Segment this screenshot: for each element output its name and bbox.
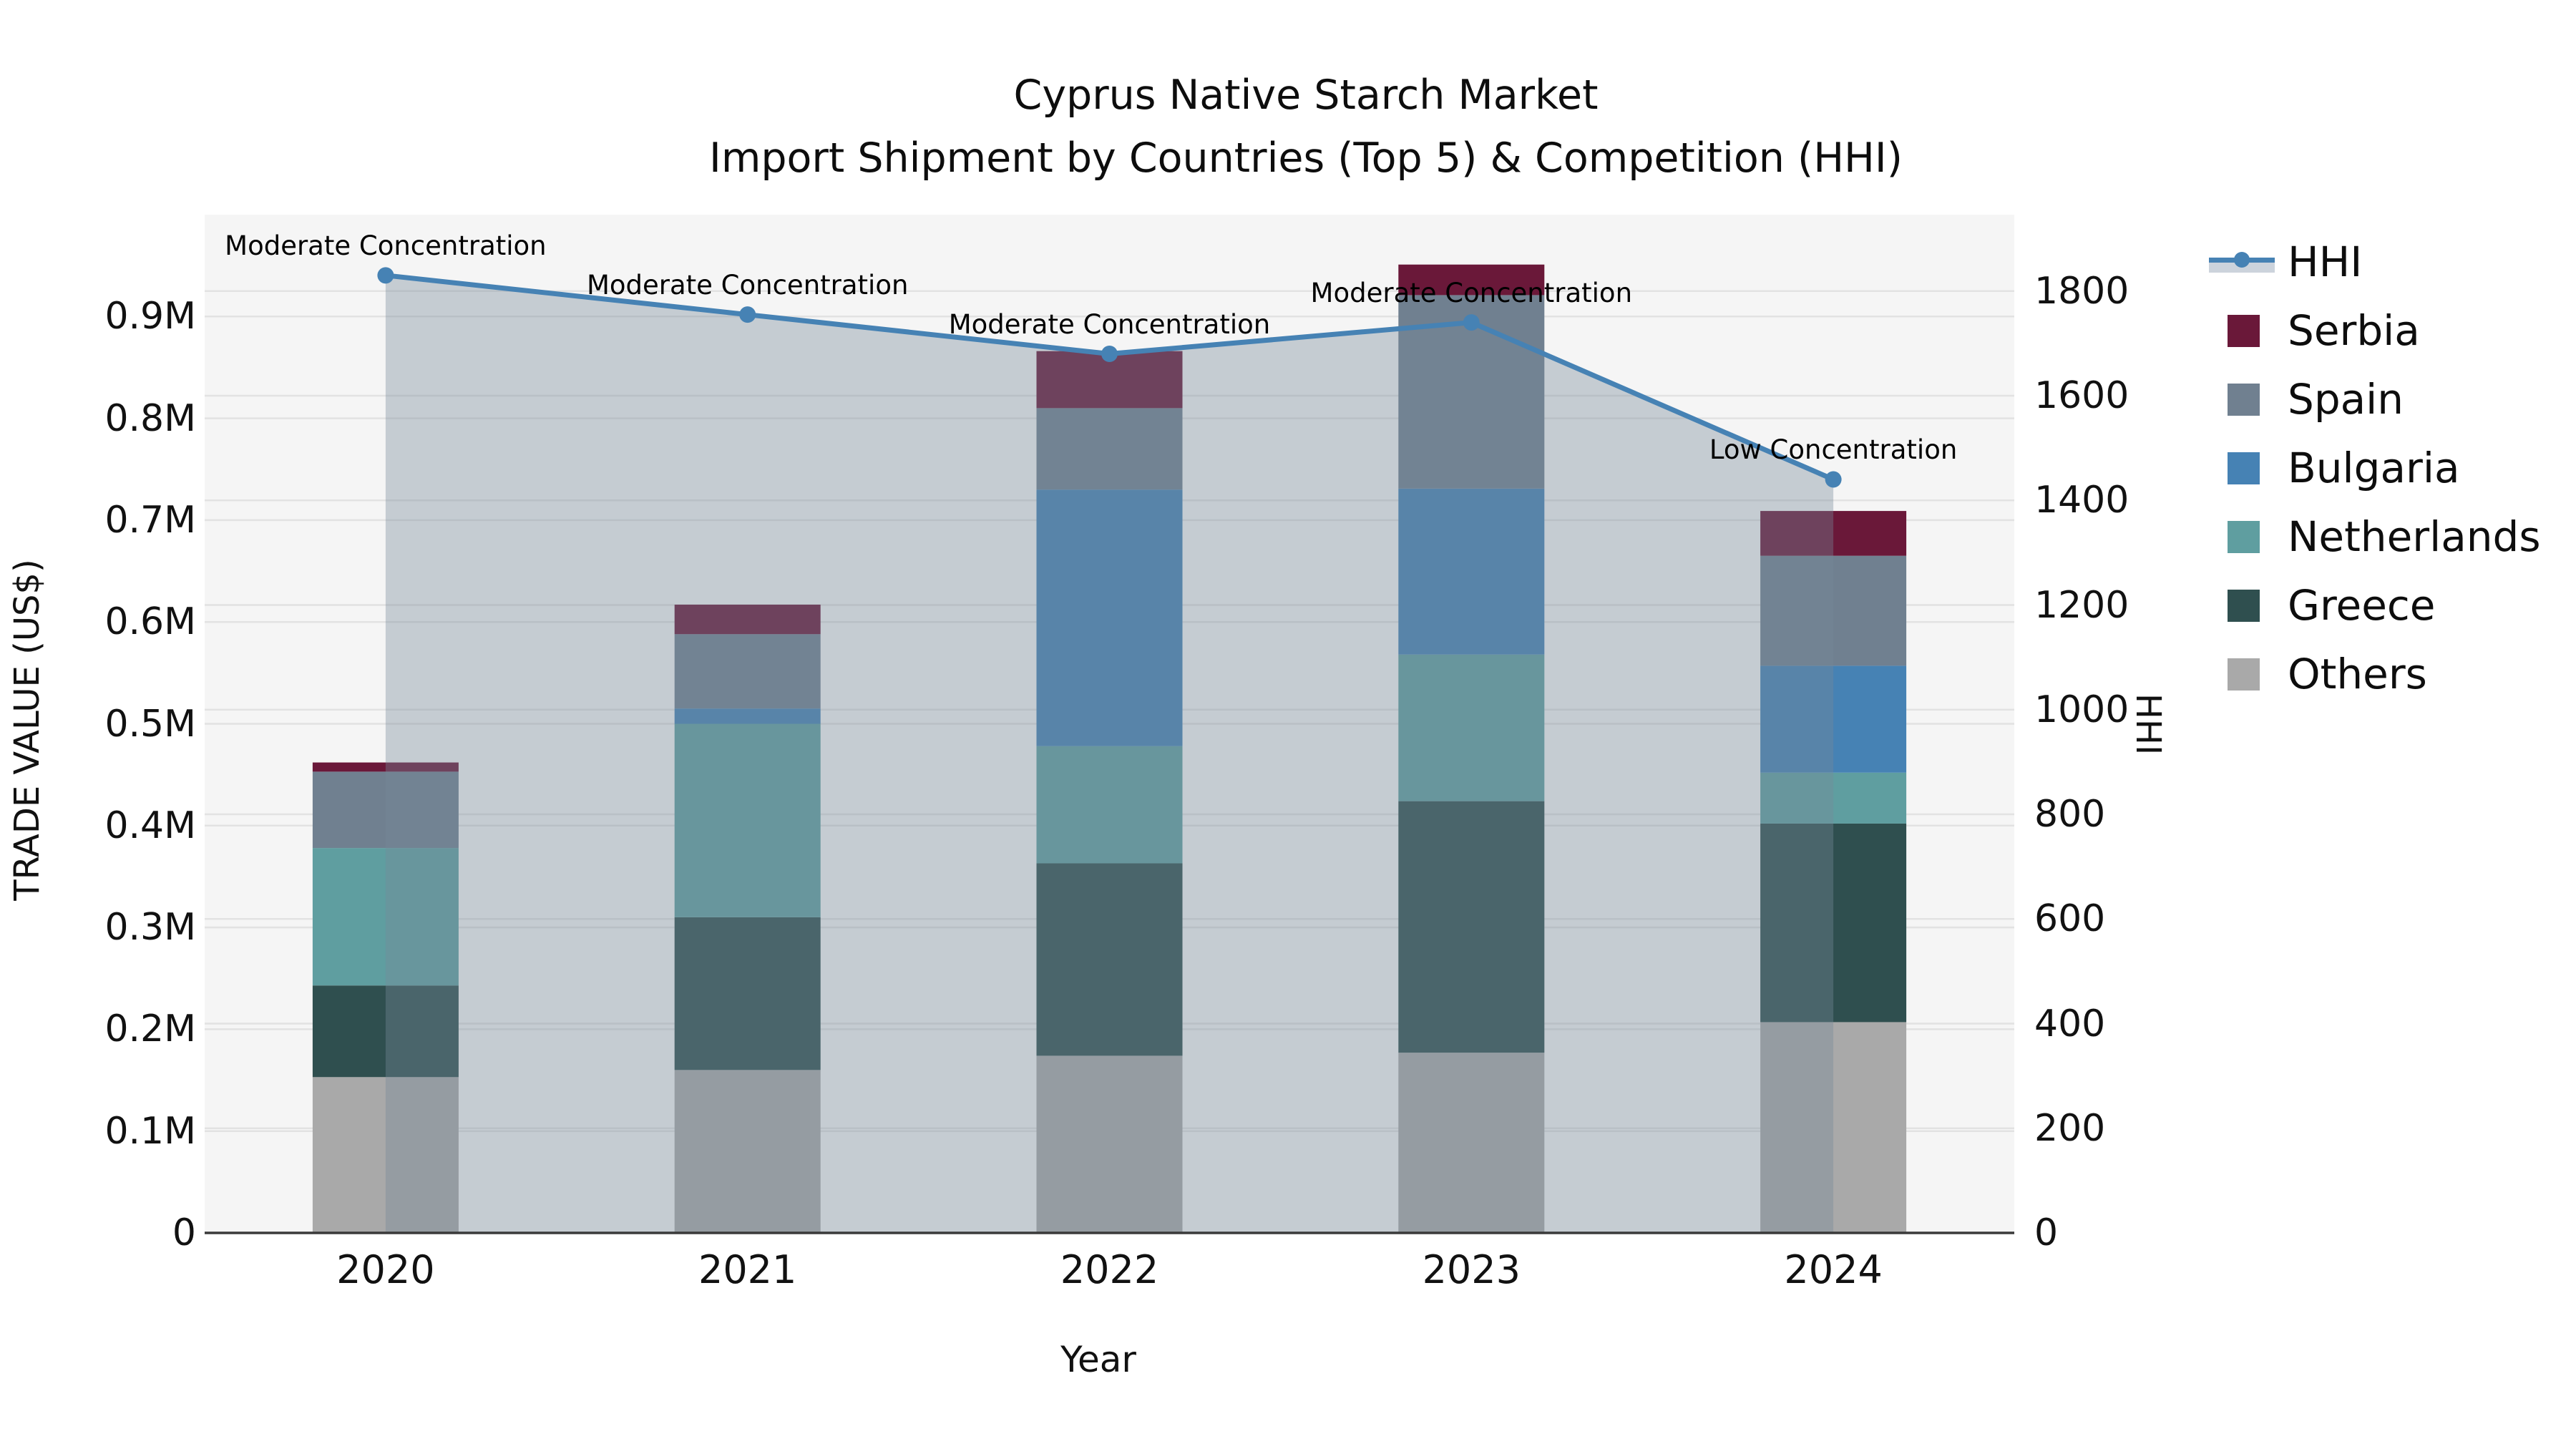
bar-segment-others-2020 — [312, 1077, 459, 1233]
bar-segment-greece-2023 — [1398, 801, 1545, 1053]
bar-segment-serbia-2023 — [1398, 264, 1545, 296]
annotation-label-2021: Moderate Concentration — [586, 269, 909, 301]
right-axis-tick-label: 600 — [2034, 897, 2106, 941]
legend-item-netherlands: Netherlands — [2207, 502, 2541, 571]
hhi-area-fill — [385, 275, 1834, 1234]
right-axis-tick-label: 0 — [2034, 1211, 2059, 1254]
right-axis-tick-label: 1600 — [2034, 374, 2129, 417]
legend-swatch-netherlands — [2228, 520, 2260, 553]
legend-marker-icon — [2234, 252, 2250, 268]
chart-title: Cyprus Native Starch Market — [1013, 72, 1599, 119]
bar-segment-netherlands-2022 — [1036, 746, 1183, 864]
bar-segment-greece-2024 — [1760, 823, 1907, 1023]
right-axis-tick-label: 1200 — [2034, 583, 2129, 627]
bar-segment-serbia-2024 — [1760, 511, 1907, 556]
annotation-label-2020: Moderate Concentration — [225, 230, 547, 261]
legend-line-sample — [2209, 243, 2275, 281]
right-axis-tick-label: 1400 — [2034, 479, 2129, 522]
legend-label: Greece — [2288, 581, 2436, 630]
legend-swatch-bulgaria — [2228, 452, 2260, 484]
bar-segment-bulgaria-2022 — [1036, 489, 1183, 746]
left-axis-tick-label: 0.4M — [104, 804, 196, 847]
hhi-marker-2023 — [1463, 314, 1480, 331]
bar-segment-spain-2020 — [312, 771, 459, 849]
bar-segment-bulgaria-2024 — [1760, 665, 1907, 773]
bar-segment-spain-2022 — [1036, 408, 1183, 490]
chart-title-block: Cyprus Native Starch Market Import Shipm… — [709, 64, 1903, 190]
bar-segment-others-2024 — [1760, 1022, 1907, 1233]
legend-swatch-serbia — [2228, 314, 2260, 347]
legend-label: Serbia — [2288, 306, 2420, 355]
hhi-marker-2020 — [377, 267, 394, 284]
x-axis-tick-label: 2021 — [698, 1247, 797, 1292]
left-axis-tick-label: 0.1M — [104, 1109, 196, 1153]
legend-label: Spain — [2288, 375, 2404, 424]
hhi-marker-2021 — [739, 306, 756, 323]
left-axis-tick-label: 0.5M — [104, 702, 196, 746]
right-axis-tick-label: 1000 — [2034, 688, 2129, 731]
legend-label: Bulgaria — [2288, 444, 2460, 492]
legend-item-others: Others — [2207, 640, 2427, 708]
legend-swatch-greece — [2228, 589, 2260, 622]
x-axis-tick-label: 2022 — [1060, 1247, 1159, 1292]
bar-segment-others-2023 — [1398, 1053, 1545, 1233]
bar-segment-others-2021 — [674, 1070, 821, 1233]
legend-item-bulgaria: Bulgaria — [2207, 434, 2460, 502]
left-axis-tick-label: 0.9M — [104, 295, 196, 338]
chart-subtitle: Import Shipment by Countries (Top 5) & C… — [709, 135, 1903, 182]
legend-item-serbia: Serbia — [2207, 296, 2420, 365]
bar-segment-others-2022 — [1036, 1055, 1183, 1233]
legend-swatch-others — [2228, 658, 2260, 691]
annotation-label-2022: Moderate Concentration — [948, 308, 1271, 340]
bar-segment-serbia-2021 — [674, 605, 821, 635]
hhi-marker-2024 — [1825, 471, 1842, 488]
legend-item-greece: Greece — [2207, 571, 2435, 640]
bar-segment-spain-2021 — [674, 634, 821, 709]
bar-segment-greece-2020 — [312, 985, 459, 1078]
legend-item-hhi: HHI — [2207, 228, 2362, 296]
right-axis-title: HHI — [2128, 693, 2168, 756]
right-axis-tick-label: 400 — [2034, 1002, 2106, 1045]
left-axis-tick-label: 0.8M — [104, 396, 196, 440]
right-axis-tick-label: 200 — [2034, 1106, 2106, 1150]
annotation-label-2024: Low Concentration — [1709, 434, 1958, 465]
bar-segment-greece-2022 — [1036, 863, 1183, 1056]
legend-label: HHI — [2288, 238, 2363, 286]
bar-segment-bulgaria-2021 — [674, 708, 821, 724]
annotation-label-2023: Moderate Concentration — [1310, 277, 1633, 308]
right-axis-tick-label: 1800 — [2034, 269, 2129, 313]
legend-label: Netherlands — [2288, 512, 2541, 561]
bar-segment-netherlands-2023 — [1398, 654, 1545, 801]
hhi-marker-2022 — [1101, 346, 1118, 363]
bar-segment-greece-2021 — [674, 917, 821, 1070]
left-axis-tick-label: 0.6M — [104, 600, 196, 644]
x-axis-tick-label: 2020 — [336, 1247, 435, 1292]
x-axis-tick-label: 2024 — [1784, 1247, 1883, 1292]
left-axis-tick-label: 0.3M — [104, 906, 196, 950]
bar-segment-netherlands-2024 — [1760, 772, 1907, 824]
left-axis-tick-label: 0.2M — [104, 1008, 196, 1051]
right-axis-tick-label: 800 — [2034, 793, 2106, 836]
bar-segment-bulgaria-2023 — [1398, 488, 1545, 655]
left-axis-tick-label: 0.7M — [104, 498, 196, 542]
bar-segment-netherlands-2020 — [312, 848, 459, 986]
left-axis-tick-label: 0 — [172, 1211, 196, 1254]
legend-label: Others — [2288, 650, 2427, 698]
legend-swatch-spain — [2228, 383, 2260, 416]
x-axis-title: Year — [1060, 1339, 1136, 1380]
x-axis-tick-label: 2023 — [1422, 1247, 1521, 1292]
bar-segment-serbia-2020 — [312, 762, 459, 772]
bar-segment-netherlands-2021 — [674, 723, 821, 917]
bar-segment-spain-2024 — [1760, 555, 1907, 666]
legend-item-spain: Spain — [2207, 365, 2404, 434]
